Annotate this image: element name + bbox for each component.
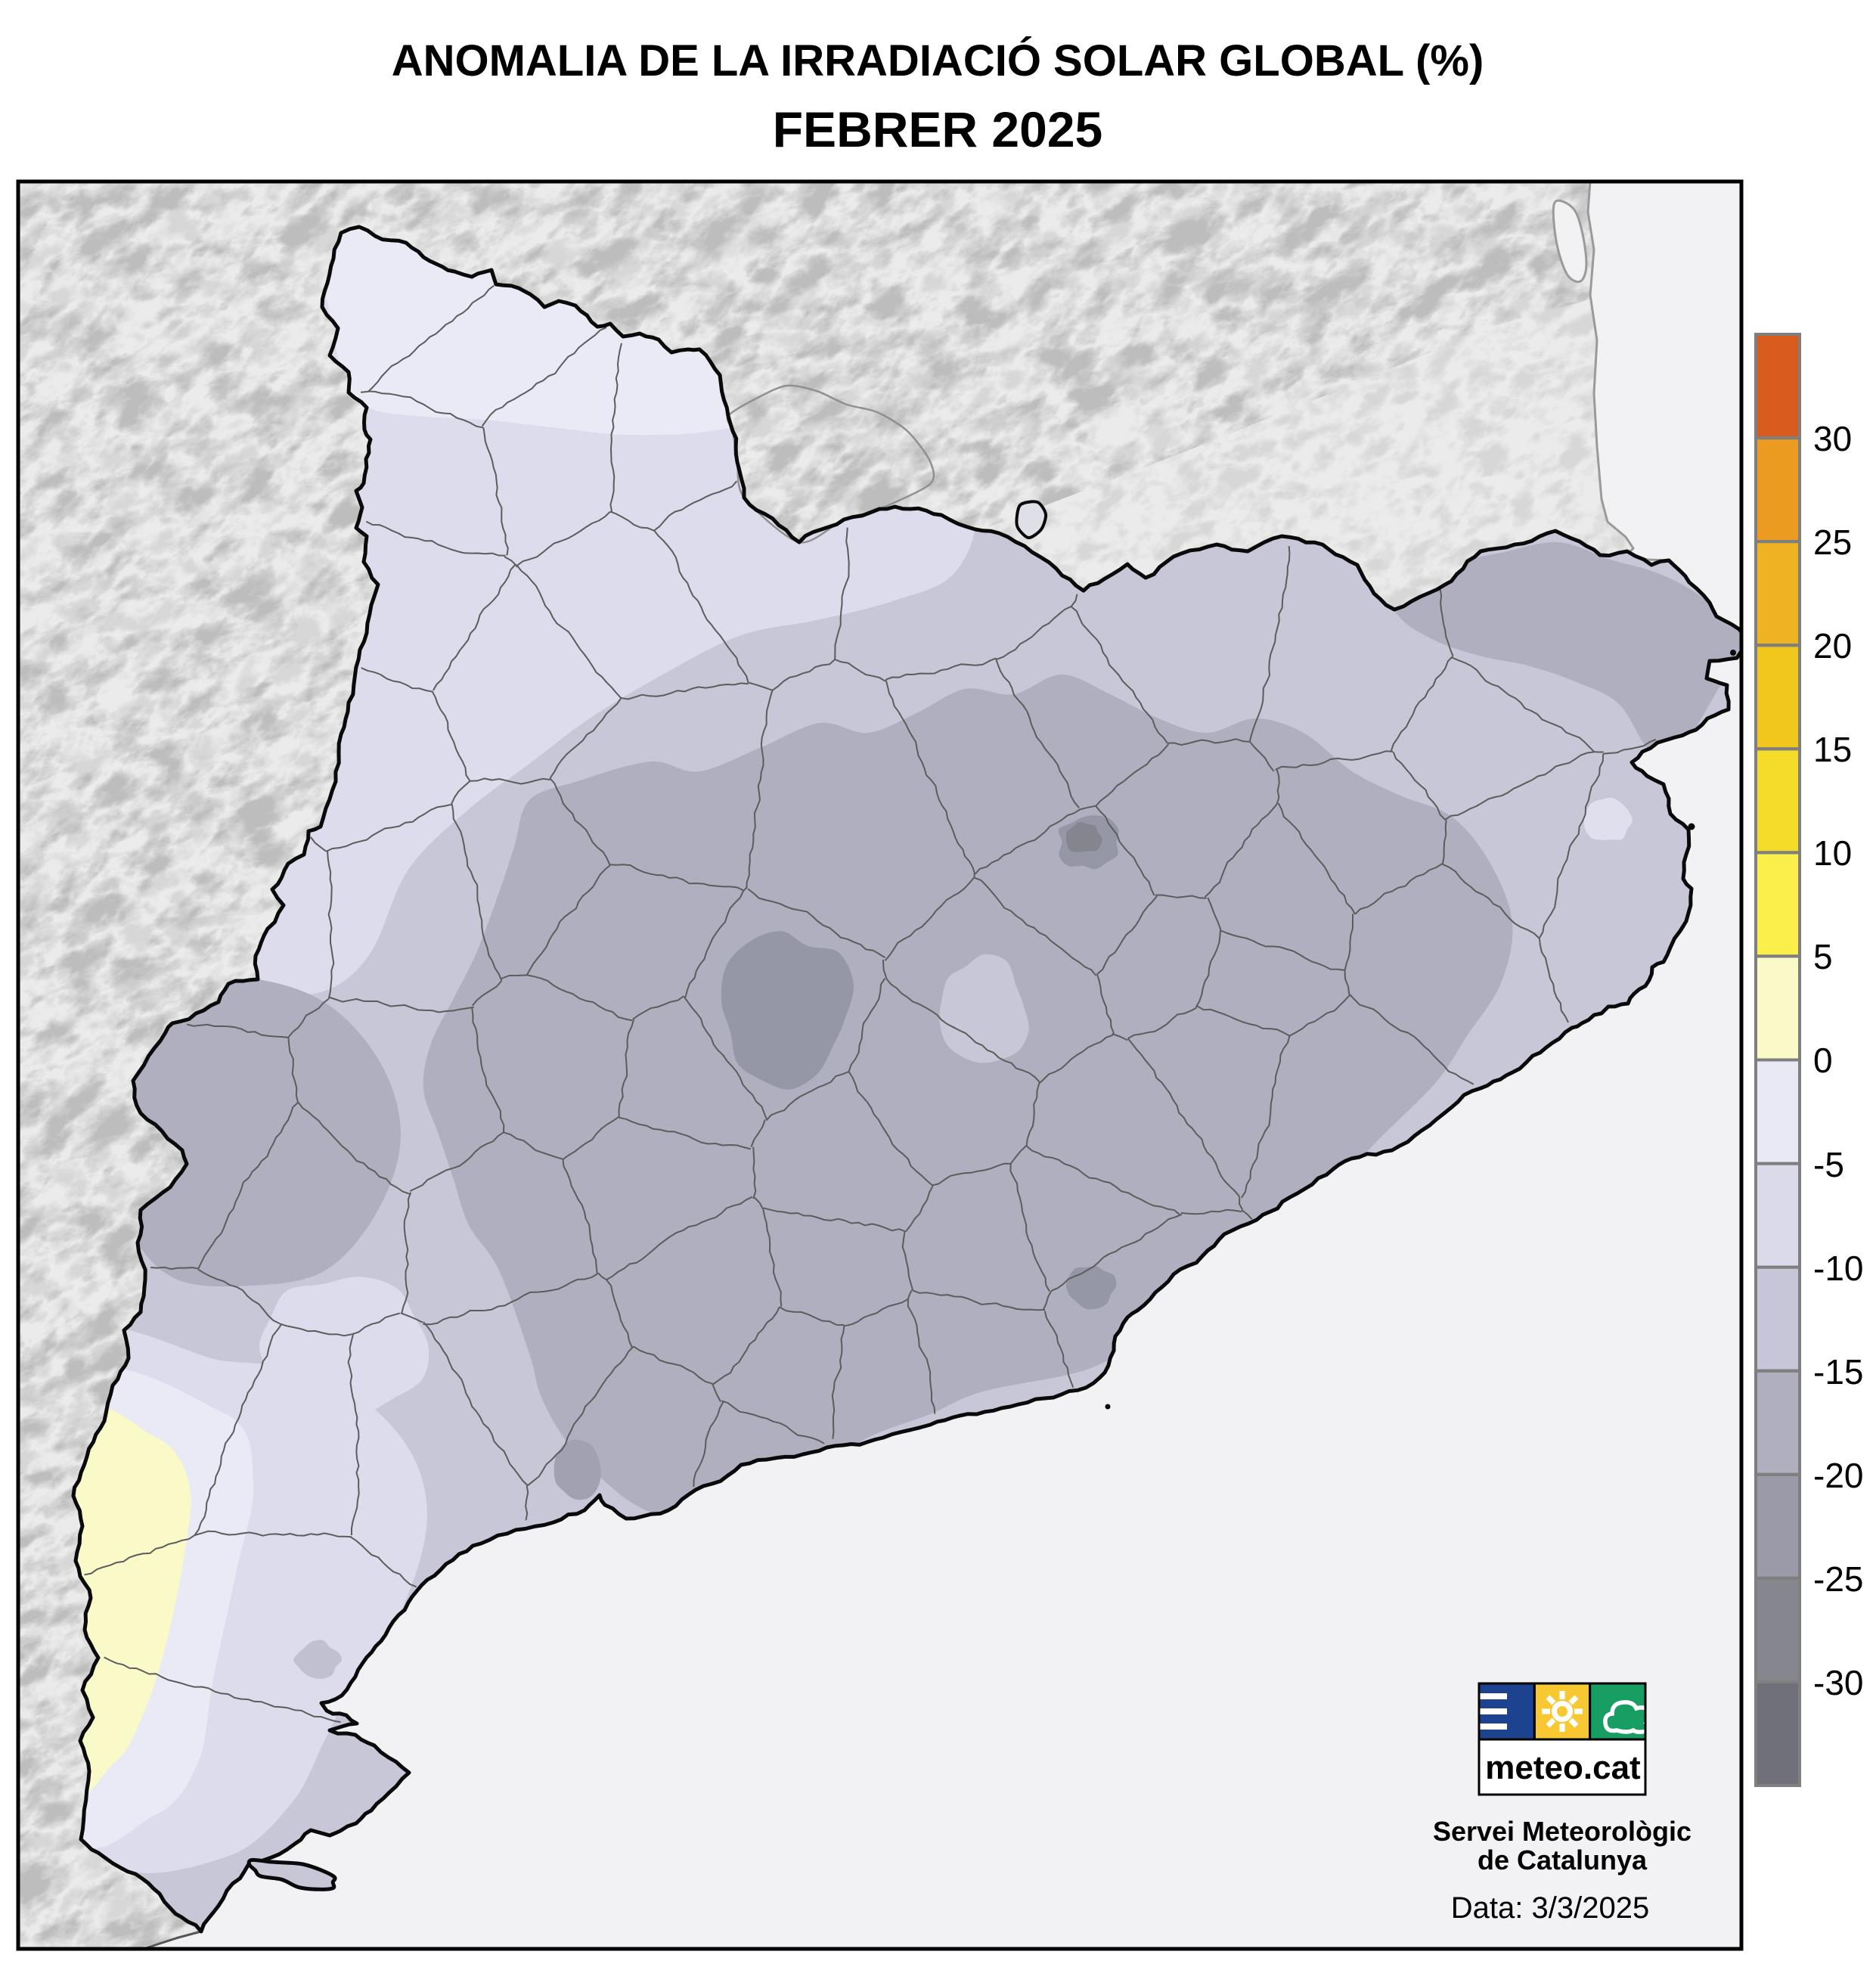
svg-text:20: 20 xyxy=(1813,626,1852,666)
svg-text:-10: -10 xyxy=(1813,1249,1863,1288)
svg-text:-15: -15 xyxy=(1813,1352,1863,1392)
svg-text:15: 15 xyxy=(1813,730,1852,769)
svg-text:FEBRER 2025: FEBRER 2025 xyxy=(773,101,1103,157)
svg-text:ANOMALIA DE LA IRRADIACIÓ SOLA: ANOMALIA DE LA IRRADIACIÓ SOLAR GLOBAL (… xyxy=(392,36,1484,85)
svg-text:Servei Meteorològic: Servei Meteorològic xyxy=(1433,1816,1692,1847)
svg-text:Data: 3/3/2025: Data: 3/3/2025 xyxy=(1451,1891,1649,1925)
svg-text:meteo.cat: meteo.cat xyxy=(1485,1749,1641,1786)
svg-text:-25: -25 xyxy=(1813,1559,1863,1599)
svg-text:de Catalunya: de Catalunya xyxy=(1478,1845,1648,1876)
svg-text:5: 5 xyxy=(1813,937,1833,976)
svg-text:-5: -5 xyxy=(1813,1145,1844,1184)
svg-text:0: 0 xyxy=(1813,1041,1833,1080)
svg-text:30: 30 xyxy=(1813,419,1852,458)
svg-text:-30: -30 xyxy=(1813,1663,1863,1702)
svg-text:25: 25 xyxy=(1813,523,1852,562)
svg-text:10: 10 xyxy=(1813,833,1852,873)
svg-text:-20: -20 xyxy=(1813,1456,1863,1495)
